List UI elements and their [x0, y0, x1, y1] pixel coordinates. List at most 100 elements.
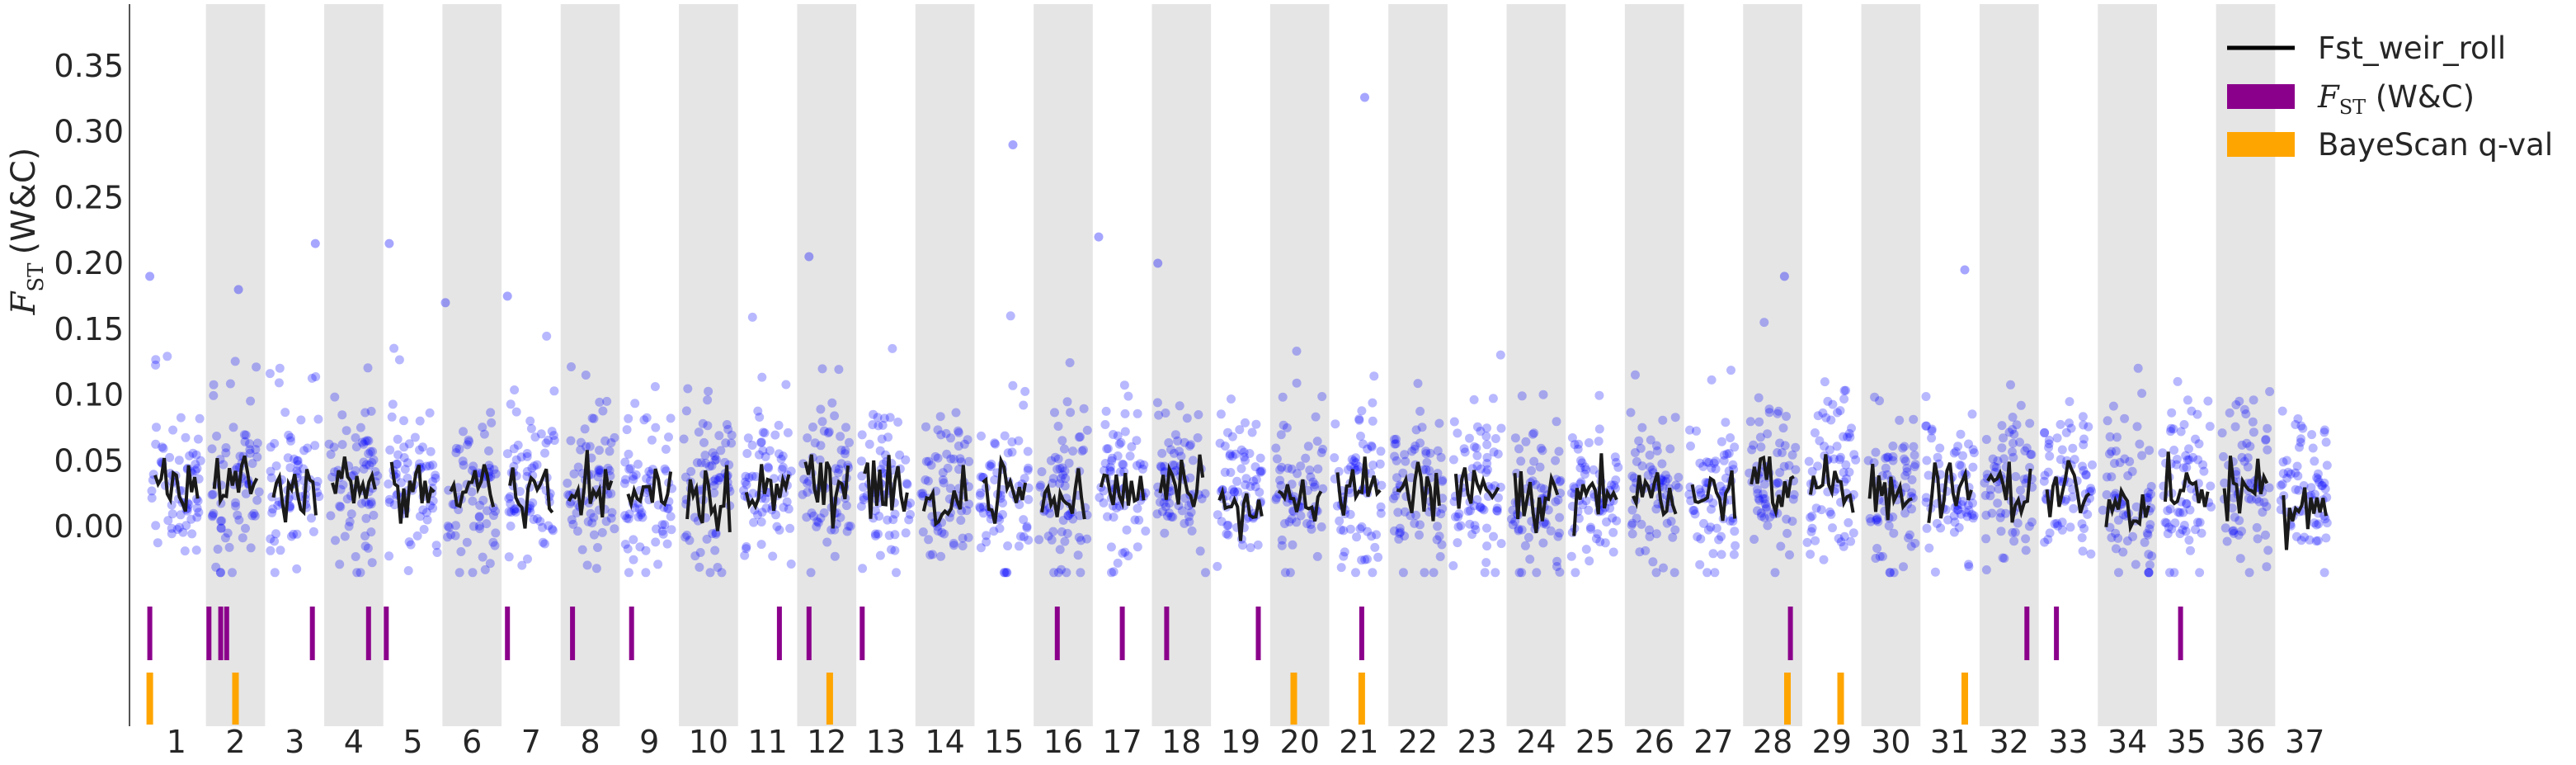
fst-point	[747, 471, 757, 481]
fst-point	[2045, 528, 2055, 538]
fst-point	[2120, 413, 2130, 423]
fst-point	[2243, 462, 2253, 472]
fst-point	[1169, 448, 1179, 458]
fst-point	[2165, 504, 2175, 514]
rolling-line-2	[212, 455, 259, 507]
fst-point	[2145, 560, 2155, 570]
fst-point	[754, 450, 764, 460]
fst-point	[480, 564, 490, 574]
fst-point	[2125, 456, 2135, 466]
fst-point	[2259, 498, 2269, 508]
fst-point	[1154, 410, 1164, 420]
fst-point	[1107, 453, 1117, 463]
fst-point	[327, 472, 337, 482]
fst-point	[1318, 484, 1328, 493]
fst-point	[1492, 503, 1502, 513]
fst-point	[1580, 470, 1589, 479]
fst-point	[1302, 519, 1312, 528]
fst-point	[415, 512, 425, 522]
fst-point	[740, 550, 750, 560]
fst-point	[1284, 517, 1294, 527]
fst-point	[1521, 437, 1531, 446]
fst-point	[873, 413, 883, 423]
fst-point	[1316, 522, 1326, 531]
fst-point	[286, 531, 296, 541]
fst-point	[1066, 408, 1076, 418]
fst-outlier-point	[1779, 272, 1789, 281]
fst-point	[1754, 493, 1764, 503]
fst-point	[878, 459, 888, 469]
fst-point	[365, 446, 375, 456]
fst-point	[364, 499, 374, 509]
fst-point	[488, 503, 498, 512]
fst-point	[2140, 537, 2150, 547]
fst-point	[151, 439, 161, 449]
fst-point	[1573, 444, 1583, 454]
legend-label-rolling: Fst_weir_roll	[2318, 31, 2506, 66]
fst-point	[241, 430, 251, 440]
fst-point	[2231, 400, 2241, 409]
fst-point	[191, 465, 200, 475]
fst-point	[454, 568, 464, 578]
rolling-line-9	[626, 468, 673, 511]
fst-point	[1924, 470, 1933, 480]
fst-point	[1651, 441, 1661, 451]
fst-point	[1584, 505, 1594, 515]
fst-point	[1674, 472, 1684, 482]
x-tick-label: 27	[1693, 724, 1733, 760]
fst-point	[906, 509, 915, 519]
fst-point	[176, 413, 186, 423]
fst-point	[1255, 488, 1264, 497]
fst-point	[786, 560, 796, 569]
x-tick-label: 28	[1753, 724, 1792, 760]
fst-outlier-point	[502, 291, 512, 301]
fst-point	[2317, 481, 2327, 490]
fst-point	[700, 451, 710, 460]
fst-point	[2319, 478, 2329, 488]
x-tick-label: 35	[2167, 724, 2206, 760]
fst-point	[1695, 458, 1705, 468]
fst-point	[213, 545, 223, 554]
fst-point	[935, 412, 945, 422]
fst-point	[2283, 467, 2293, 477]
fst-point	[1600, 538, 1610, 548]
fst-point	[1589, 465, 1599, 475]
fst-point	[2142, 528, 2152, 538]
fst-point	[2282, 473, 2292, 483]
fst-point	[352, 568, 362, 578]
fst-point	[1756, 442, 1766, 452]
fst-point	[708, 448, 718, 458]
fst-point	[359, 439, 369, 449]
fst-point	[1159, 498, 1169, 508]
fst-point	[2235, 396, 2244, 406]
chromosome-band-10	[679, 4, 738, 726]
fst-point	[833, 468, 843, 478]
fst-point	[2102, 490, 2112, 499]
fst-point	[1815, 436, 1825, 446]
fst-point	[619, 479, 629, 489]
fst-point	[901, 455, 911, 465]
fst-point	[2195, 568, 2205, 578]
fst-point	[1635, 547, 1645, 557]
fst-point	[589, 512, 599, 522]
fst-point	[923, 476, 933, 486]
fst-point	[484, 446, 493, 456]
fst-point	[2300, 532, 2310, 542]
fst-point	[924, 456, 934, 466]
fst-point	[803, 488, 812, 497]
fst-point	[1482, 523, 1491, 533]
fst-point	[1900, 456, 1910, 466]
fst-point	[2292, 461, 2302, 471]
fst-point	[902, 479, 911, 489]
fst-point	[1538, 538, 1548, 548]
fst-point	[1556, 475, 1566, 485]
fst-point	[1330, 419, 1340, 429]
fst-point	[2113, 515, 2123, 525]
fst-point	[975, 502, 985, 512]
fst-point	[216, 568, 225, 578]
fst-point	[266, 442, 275, 452]
fst-point	[1670, 413, 1680, 423]
fst-point	[464, 437, 474, 446]
fst-point	[1613, 462, 1623, 472]
fst-point	[918, 489, 928, 498]
